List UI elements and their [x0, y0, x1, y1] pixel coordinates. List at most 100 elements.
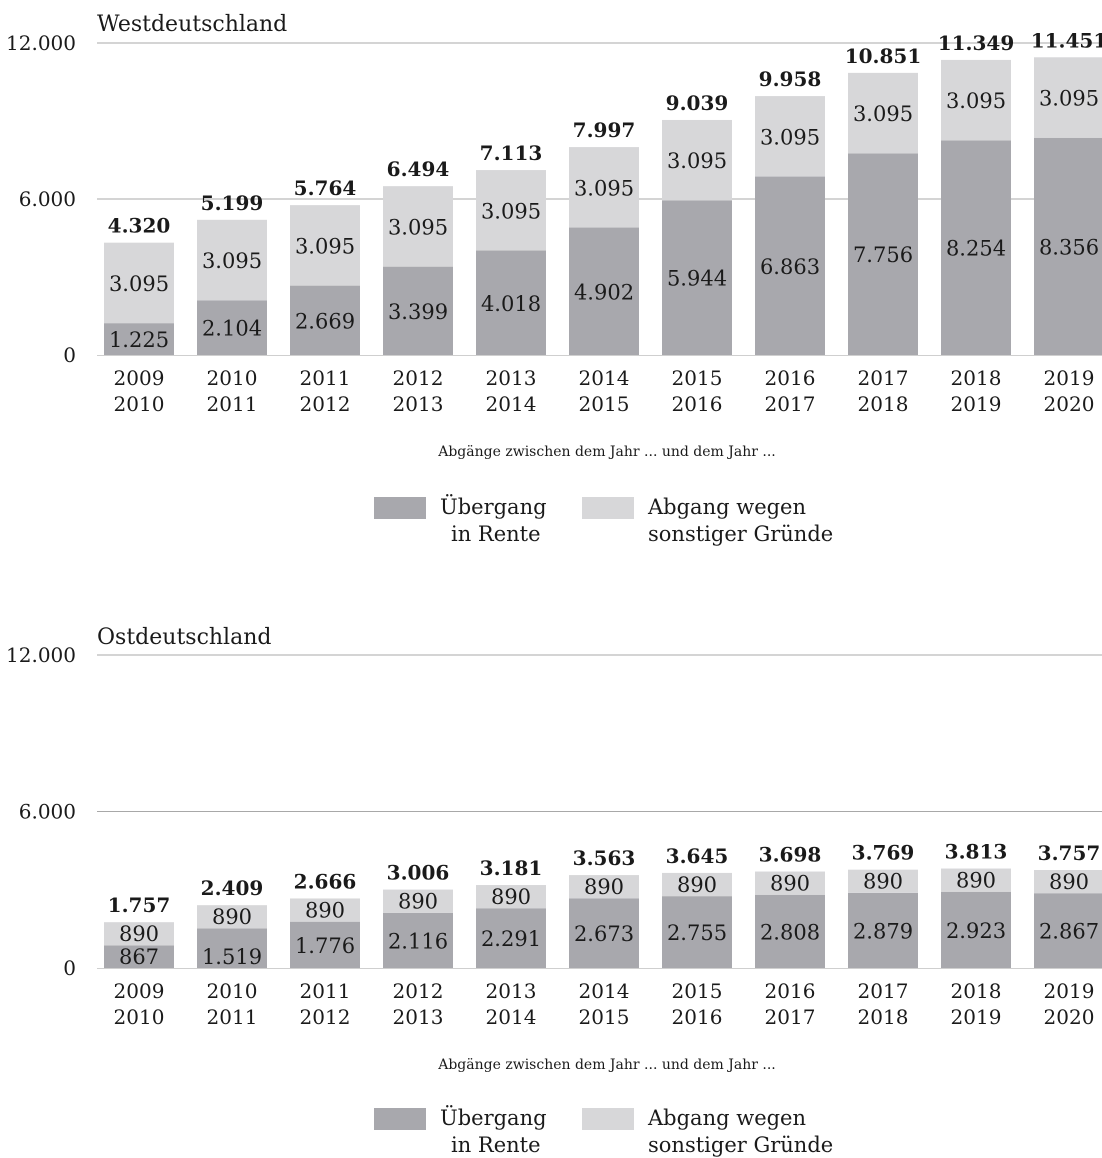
panel2-legend-swatch-0 [374, 1108, 426, 1130]
panel1-bar-segment-s0-c10 [1034, 137, 1102, 355]
panel1-data-label-s0-c6: 5.944 [667, 267, 727, 291]
panel1-total-label-c2: 5.764 [294, 176, 357, 200]
panel2-x-tick-label-c4-line2: 2014 [486, 1005, 537, 1029]
panel1-total-label-c3: 6.494 [387, 157, 450, 181]
panel1-x-tick-label-c1-line2: 2011 [207, 392, 258, 416]
panel2-legend-label-0-line2: in Rente [451, 1133, 541, 1157]
panel2-bar-segment-s0-c5 [569, 898, 639, 968]
panel1-bar-segment-s0-c5 [569, 227, 639, 355]
panel1-data-label-s1-c5: 3.095 [574, 176, 634, 200]
panel2-total-label-c2: 2.666 [294, 869, 357, 893]
panel1-y-tick-label-0: 0 [63, 343, 76, 367]
panel1-data-label-s1-c7: 3.095 [760, 125, 820, 149]
panel1-bar-segment-s1-c2 [290, 205, 360, 286]
panel1-bar-segment-s1-c3 [383, 186, 453, 267]
panel2-y-tick-label-2: 12.000 [6, 643, 76, 667]
panel2-x-tick-label-c8-line2: 2018 [858, 1005, 909, 1029]
panel1-data-label-s0-c7: 6.863 [760, 255, 820, 279]
panel1-bar-segment-s1-c7 [755, 96, 825, 177]
panel2-data-label-s1-c8: 890 [863, 870, 903, 894]
panel2-y-tick-label-1: 6.000 [19, 800, 76, 824]
panel2-x-tick-label-c0-line2: 2010 [114, 1005, 165, 1029]
panel2-x-tick-label-c9-line1: 2018 [951, 979, 1002, 1003]
panel1-bar-segment-s1-c0 [104, 242, 174, 324]
panel2-x-tick-label-c10-line1: 2019 [1044, 979, 1095, 1003]
panel1-data-label-s0-c10: 8.356 [1039, 235, 1099, 259]
panel1-data-label-s1-c9: 3.095 [946, 89, 1006, 113]
panel1-x-tick-label-c8-line1: 2017 [858, 366, 909, 390]
panel2-data-label-s0-c1: 1.519 [202, 945, 262, 969]
panel1-bar-segment-s1-c6 [662, 119, 732, 201]
panel2-data-label-s0-c8: 2.879 [853, 919, 913, 943]
panel1-x-tick-label-c2-line1: 2011 [300, 366, 351, 390]
panel1-bar-segment-s1-c1 [197, 219, 267, 301]
panel2-total-label-c10: 3.757 [1038, 841, 1101, 865]
panel1-x-tick-label-c7-line2: 2017 [765, 392, 816, 416]
panel1-bar-segment-s0-c0 [104, 323, 174, 355]
panel2-total-label-c6: 3.645 [666, 844, 729, 868]
panel1-total-label-c0: 4.320 [108, 214, 171, 238]
panel2-total-label-c3: 3.006 [387, 861, 450, 885]
panel2-y-tick-label-0: 0 [63, 956, 76, 980]
panel2-x-tick-label-c4-line1: 2013 [486, 979, 537, 1003]
panel1-data-label-s0-c9: 8.254 [946, 237, 1006, 261]
panel1-legend-label-1-line1: Abgang wegen [647, 495, 806, 519]
panel1-x-tick-label-c9-line1: 2018 [951, 366, 1002, 390]
panel1-data-label-s0-c1: 2.104 [202, 317, 262, 341]
panel1-legend-swatch-0 [374, 497, 426, 519]
panel1-y-tick-label-2: 12.000 [6, 31, 76, 55]
panel1-total-label-c9: 11.349 [938, 31, 1015, 55]
panel1-bar-segment-s0-c2 [290, 285, 360, 355]
panel2-data-label-s1-c7: 890 [770, 872, 810, 896]
panel2-bar-segment-s1-c6 [662, 872, 732, 897]
panel1-data-label-s1-c0: 3.095 [109, 272, 169, 296]
panel1-data-label-s0-c5: 4.902 [574, 280, 634, 304]
panel2-bar-segment-s1-c7 [755, 871, 825, 895]
panel2-x-axis-label: Abgänge zwischen dem Jahr ... und dem Ja… [437, 1057, 776, 1073]
panel1-x-tick-label-c10-line2: 2020 [1044, 392, 1095, 416]
panel1-total-label-c7: 9.958 [759, 67, 822, 91]
panel1-y-tick-label-1: 6.000 [19, 187, 76, 211]
panel1-data-label-s1-c3: 3.095 [388, 215, 448, 239]
panel1-x-tick-label-c10-line1: 2019 [1044, 366, 1095, 390]
panel2-data-label-s0-c0: 867 [119, 945, 159, 969]
panel2-bar-segment-s0-c10 [1034, 893, 1102, 968]
panel1-x-tick-label-c5-line1: 2014 [579, 366, 630, 390]
panel2-bar-segment-s1-c2 [290, 898, 360, 922]
panel2-bar-segment-s1-c1 [197, 905, 267, 929]
panel1-legend-swatch-1 [582, 497, 634, 519]
panel1-data-label-s0-c0: 1.225 [109, 328, 169, 352]
panel2-data-label-s0-c5: 2.673 [574, 922, 634, 946]
panel1-total-label-c8: 10.851 [845, 44, 922, 68]
panel2-bar-segment-s1-c10 [1034, 870, 1102, 894]
panel1-bar-segment-s0-c6 [662, 200, 732, 355]
panel2-bar-segment-s1-c3 [383, 889, 453, 913]
panel1-x-tick-label-c4-line2: 2014 [486, 392, 537, 416]
panel2-bar-segment-s0-c2 [290, 921, 360, 968]
panel2-data-label-s1-c5: 890 [584, 875, 624, 899]
panel1-bar-segment-s1-c8 [848, 72, 918, 154]
panel1-bar-segment-s0-c1 [197, 300, 267, 355]
panel2-data-label-s1-c6: 890 [677, 873, 717, 897]
panel1-data-label-s0-c8: 7.756 [853, 243, 913, 267]
panel2-bar-segment-s1-c0 [104, 922, 174, 946]
panel1-data-label-s0-c4: 4.018 [481, 292, 541, 316]
panel2-x-tick-label-c5-line2: 2015 [579, 1005, 630, 1029]
panel1-bar-segment-s1-c4 [476, 170, 546, 251]
panel2-bar-segment-s0-c6 [662, 896, 732, 968]
panel2-bar-segment-s0-c9 [941, 891, 1011, 968]
panel2-total-label-c4: 3.181 [480, 856, 543, 880]
panel1-x-tick-label-c5-line2: 2015 [579, 392, 630, 416]
panel1-x-tick-label-c0-line1: 2009 [114, 366, 165, 390]
panel2-bar-segment-s0-c7 [755, 894, 825, 968]
panel2-total-label-c9: 3.813 [945, 840, 1008, 864]
panel1-x-tick-label-c1-line1: 2010 [207, 366, 258, 390]
panel2-data-label-s0-c2: 1.776 [295, 934, 355, 958]
panel1-legend-label-0-line1: Übergang [440, 494, 547, 519]
panel2-bar-segment-s0-c4 [476, 908, 546, 968]
panel1-bar-segment-s0-c4 [476, 250, 546, 355]
panel2-x-tick-label-c3-line2: 2013 [393, 1005, 444, 1029]
panel1-x-tick-label-c2-line2: 2012 [300, 392, 351, 416]
